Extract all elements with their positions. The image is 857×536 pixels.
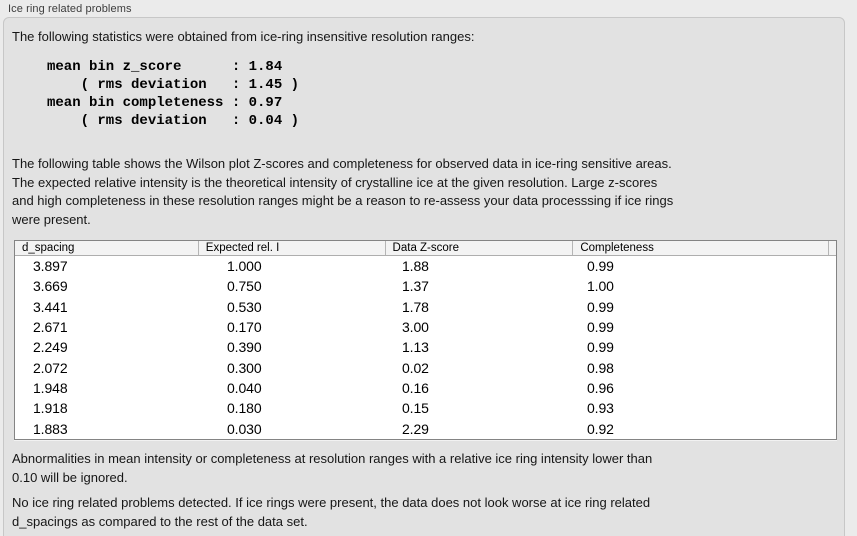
cell-d-spacing: 1.883: [33, 420, 68, 437]
table-row[interactable]: 2.072 0.300 0.02 0.98: [15, 358, 836, 378]
cell-completeness: 0.99: [587, 258, 614, 275]
table-body: 3.897 1.000 1.88 0.99 3.669 0.750 1.37 1.00 3.44…: [15, 256, 836, 439]
cell-expected-rel-i: 0.750: [227, 278, 262, 295]
intro-text: The following statistics were obtained f…: [12, 29, 475, 44]
cell-d-spacing: 2.249: [33, 339, 68, 356]
cell-data-z-score: 1.13: [402, 339, 429, 356]
cell-expected-rel-i: 0.030: [227, 420, 262, 437]
cell-data-z-score: 0.15: [402, 400, 429, 417]
cell-data-z-score: 0.02: [402, 359, 429, 376]
table-row[interactable]: 2.249 0.390 1.13 0.99: [15, 337, 836, 357]
cell-completeness: 0.99: [587, 298, 614, 315]
cell-completeness: 0.99: [587, 339, 614, 356]
cell-d-spacing: 1.948: [33, 380, 68, 397]
cell-data-z-score: 0.16: [402, 380, 429, 397]
table-row[interactable]: 3.441 0.530 1.78 0.99: [15, 297, 836, 317]
column-header-completeness[interactable]: Completeness: [573, 241, 829, 255]
cell-completeness: 0.98: [587, 359, 614, 376]
table-row[interactable]: 1.948 0.040 0.16 0.96: [15, 378, 836, 398]
table-header-row: d_spacing Expected rel. I Data Z-score Comp…: [15, 241, 836, 256]
cell-completeness: 1.00: [587, 278, 614, 295]
table-row[interactable]: 1.918 0.180 0.15 0.93: [15, 398, 836, 418]
ice-ring-table: d_spacing Expected rel. I Data Z-score Comp…: [14, 240, 837, 440]
cell-d-spacing: 3.441: [33, 298, 68, 315]
table-row[interactable]: 3.897 1.000 1.88 0.99: [15, 256, 836, 276]
cell-completeness: 0.96: [587, 380, 614, 397]
cell-expected-rel-i: 0.390: [227, 339, 262, 356]
table-row[interactable]: 2.671 0.170 3.00 0.99: [15, 317, 836, 337]
column-header-expected-rel-i[interactable]: Expected rel. I: [199, 241, 386, 255]
stats-block: mean bin z_score : 1.84 ( rms deviation …: [47, 59, 300, 129]
cell-data-z-score: 3.00: [402, 319, 429, 336]
cell-completeness: 0.99: [587, 319, 614, 336]
cell-data-z-score: 2.29: [402, 420, 429, 437]
ignore-note: Abnormalities in mean intensity or compl…: [12, 451, 653, 485]
cell-completeness: 0.93: [587, 400, 614, 417]
conclusion-note: No ice ring related problems detected. I…: [12, 495, 651, 529]
cell-expected-rel-i: 0.300: [227, 359, 262, 376]
cell-expected-rel-i: 0.040: [227, 380, 262, 397]
cell-expected-rel-i: 0.530: [227, 298, 262, 315]
column-header-data-z-score[interactable]: Data Z-score: [386, 241, 574, 255]
column-header-filler: [829, 241, 836, 255]
cell-data-z-score: 1.37: [402, 278, 429, 295]
cell-expected-rel-i: 1.000: [227, 258, 262, 275]
table-row[interactable]: 3.669 0.750 1.37 1.00: [15, 276, 836, 296]
table-row[interactable]: 1.883 0.030 2.29 0.92: [15, 419, 836, 439]
cell-d-spacing: 1.918: [33, 400, 68, 417]
cell-expected-rel-i: 0.170: [227, 319, 262, 336]
cell-d-spacing: 3.669: [33, 278, 68, 295]
cell-d-spacing: 2.671: [33, 319, 68, 336]
cell-expected-rel-i: 0.180: [227, 400, 262, 417]
cell-data-z-score: 1.78: [402, 298, 429, 315]
cell-d-spacing: 3.897: [33, 258, 68, 275]
panel-title: Ice ring related problems: [8, 3, 132, 15]
cell-d-spacing: 2.072: [33, 359, 68, 376]
cell-data-z-score: 1.88: [402, 258, 429, 275]
table-description: The following table shows the Wilson plo…: [12, 156, 674, 227]
cell-completeness: 0.92: [587, 420, 614, 437]
column-header-d-spacing[interactable]: d_spacing: [15, 241, 199, 255]
